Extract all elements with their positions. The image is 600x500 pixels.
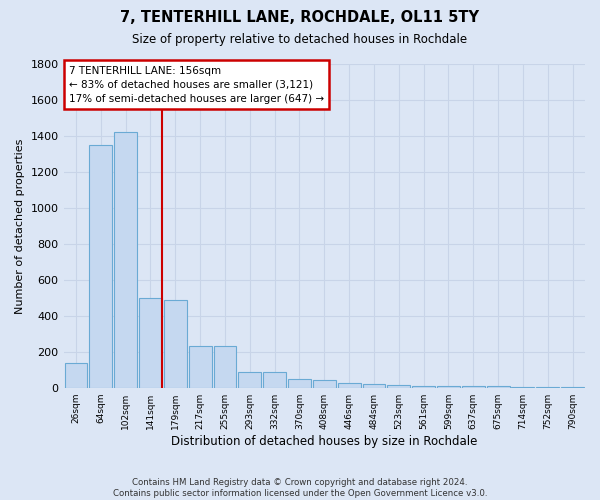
- Bar: [89, 145, 112, 388]
- Text: Size of property relative to detached houses in Rochdale: Size of property relative to detached ho…: [133, 32, 467, 46]
- Bar: [164, 300, 187, 388]
- Bar: [487, 386, 509, 388]
- Bar: [462, 386, 485, 388]
- Bar: [238, 372, 261, 388]
- Text: 7, TENTERHILL LANE, ROCHDALE, OL11 5TY: 7, TENTERHILL LANE, ROCHDALE, OL11 5TY: [121, 10, 479, 25]
- Bar: [536, 387, 559, 388]
- Bar: [313, 380, 335, 388]
- Bar: [288, 378, 311, 388]
- Bar: [338, 383, 361, 388]
- Bar: [214, 346, 236, 388]
- X-axis label: Distribution of detached houses by size in Rochdale: Distribution of detached houses by size …: [171, 434, 478, 448]
- Bar: [188, 346, 212, 388]
- Text: Contains HM Land Registry data © Crown copyright and database right 2024.
Contai: Contains HM Land Registry data © Crown c…: [113, 478, 487, 498]
- Bar: [511, 387, 535, 388]
- Bar: [362, 384, 385, 388]
- Bar: [412, 386, 435, 388]
- Y-axis label: Number of detached properties: Number of detached properties: [15, 138, 25, 314]
- Bar: [114, 132, 137, 388]
- Bar: [561, 387, 584, 388]
- Bar: [139, 298, 162, 388]
- Text: 7 TENTERHILL LANE: 156sqm
← 83% of detached houses are smaller (3,121)
17% of se: 7 TENTERHILL LANE: 156sqm ← 83% of detac…: [69, 66, 324, 104]
- Bar: [388, 385, 410, 388]
- Bar: [65, 362, 88, 388]
- Bar: [263, 372, 286, 388]
- Bar: [437, 386, 460, 388]
